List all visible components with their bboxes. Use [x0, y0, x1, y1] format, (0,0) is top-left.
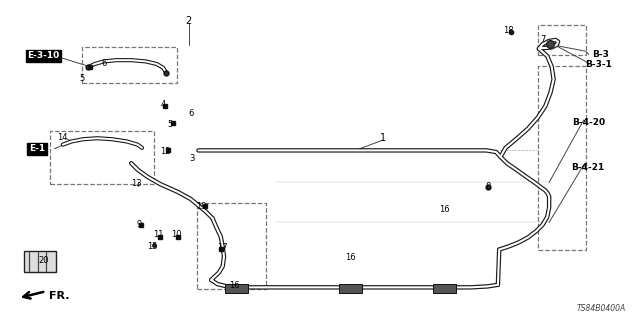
- Text: E-1: E-1: [29, 144, 45, 153]
- Text: 11: 11: [154, 230, 164, 239]
- Text: 12: 12: [160, 147, 170, 156]
- FancyBboxPatch shape: [339, 284, 362, 293]
- Text: 14: 14: [58, 133, 68, 142]
- Text: 16: 16: [230, 281, 240, 290]
- Text: 15: 15: [147, 242, 157, 251]
- Text: 6: 6: [188, 109, 193, 118]
- Text: 10: 10: [171, 230, 181, 239]
- Text: 20: 20: [38, 256, 49, 265]
- FancyBboxPatch shape: [225, 284, 248, 293]
- Text: E-3-10: E-3-10: [28, 52, 60, 60]
- Text: 1: 1: [380, 133, 386, 143]
- Text: 18: 18: [504, 26, 514, 35]
- Text: 7: 7: [540, 35, 545, 44]
- FancyBboxPatch shape: [24, 251, 56, 272]
- Text: B-3: B-3: [592, 50, 609, 59]
- Text: B-3-1: B-3-1: [585, 60, 612, 69]
- Text: B-4-20: B-4-20: [572, 118, 605, 127]
- FancyBboxPatch shape: [433, 284, 456, 293]
- Text: 3: 3: [189, 154, 195, 163]
- Text: TS84B0400A: TS84B0400A: [577, 304, 626, 313]
- Text: 8: 8: [485, 182, 490, 191]
- Text: 17: 17: [218, 243, 228, 252]
- Text: 19: 19: [196, 202, 207, 211]
- Text: 6: 6: [101, 60, 106, 68]
- Text: 5: 5: [79, 74, 84, 83]
- Text: B-4-21: B-4-21: [571, 163, 604, 172]
- Text: 5: 5: [167, 120, 172, 129]
- Text: 16: 16: [440, 205, 450, 214]
- Text: 2: 2: [186, 16, 192, 26]
- Text: 9: 9: [137, 220, 142, 229]
- Text: 4: 4: [161, 100, 166, 109]
- Text: 13: 13: [131, 180, 141, 188]
- Text: FR.: FR.: [49, 291, 69, 301]
- Text: 16: 16: [346, 253, 356, 262]
